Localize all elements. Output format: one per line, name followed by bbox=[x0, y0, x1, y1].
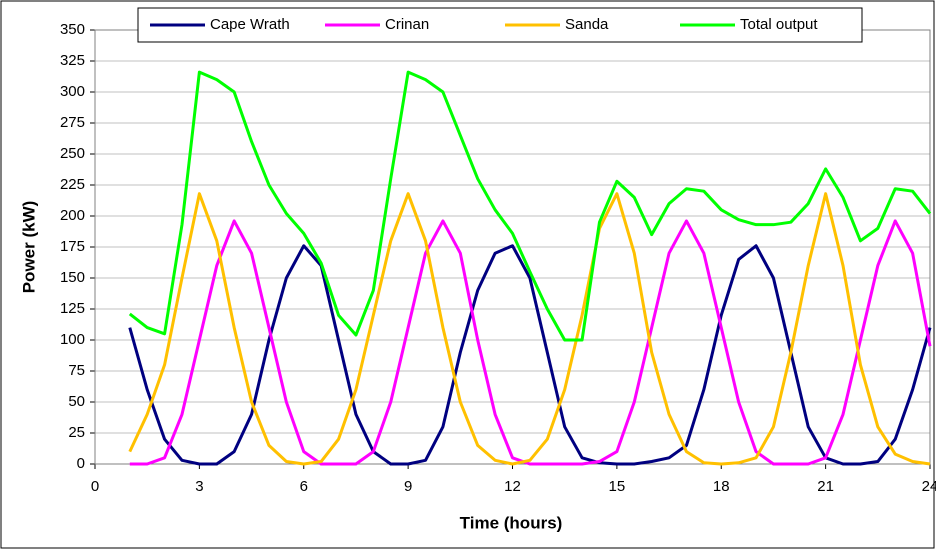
legend-label: Cape Wrath bbox=[210, 16, 290, 33]
x-tick-label: 0 bbox=[91, 478, 99, 495]
legend-label: Total output bbox=[740, 16, 818, 33]
series-line bbox=[128, 244, 932, 466]
x-tick-label: 9 bbox=[404, 478, 412, 495]
series-line bbox=[128, 70, 932, 342]
series-line bbox=[129, 219, 932, 466]
y-tick-label: 175 bbox=[60, 238, 85, 255]
y-tick-label: 75 bbox=[68, 362, 85, 379]
series-line bbox=[128, 192, 931, 466]
x-tick-label: 3 bbox=[195, 478, 203, 495]
y-tick-label: 25 bbox=[68, 424, 85, 441]
legend-box bbox=[137, 7, 863, 43]
x-tick-label: 15 bbox=[609, 478, 626, 495]
y-tick-label: 350 bbox=[60, 21, 85, 38]
y-tick-label: 300 bbox=[60, 83, 85, 100]
x-tick-label: 12 bbox=[504, 478, 521, 495]
x-axis-title: Time (hours) bbox=[460, 513, 563, 532]
y-tick-label: 0 bbox=[77, 455, 85, 472]
y-tick-label: 200 bbox=[60, 207, 85, 224]
y-tick-label: 125 bbox=[60, 300, 85, 317]
x-tick-label: 18 bbox=[713, 478, 730, 495]
y-tick-label: 225 bbox=[60, 176, 85, 193]
y-axis-title: Power (kW) bbox=[19, 201, 38, 294]
y-tick-label: 100 bbox=[60, 331, 85, 348]
y-tick-label: 325 bbox=[60, 52, 85, 69]
x-tick-label: 6 bbox=[300, 478, 308, 495]
y-tick-label: 150 bbox=[60, 269, 85, 286]
y-tick-label: 50 bbox=[68, 393, 85, 410]
y-tick-label: 250 bbox=[60, 145, 85, 162]
x-tick-label: 21 bbox=[817, 478, 834, 495]
legend-label: Crinan bbox=[385, 16, 429, 33]
y-tick-label: 275 bbox=[60, 114, 85, 131]
x-tick-label: 24 bbox=[922, 478, 936, 495]
legend-label: Sanda bbox=[565, 16, 609, 33]
